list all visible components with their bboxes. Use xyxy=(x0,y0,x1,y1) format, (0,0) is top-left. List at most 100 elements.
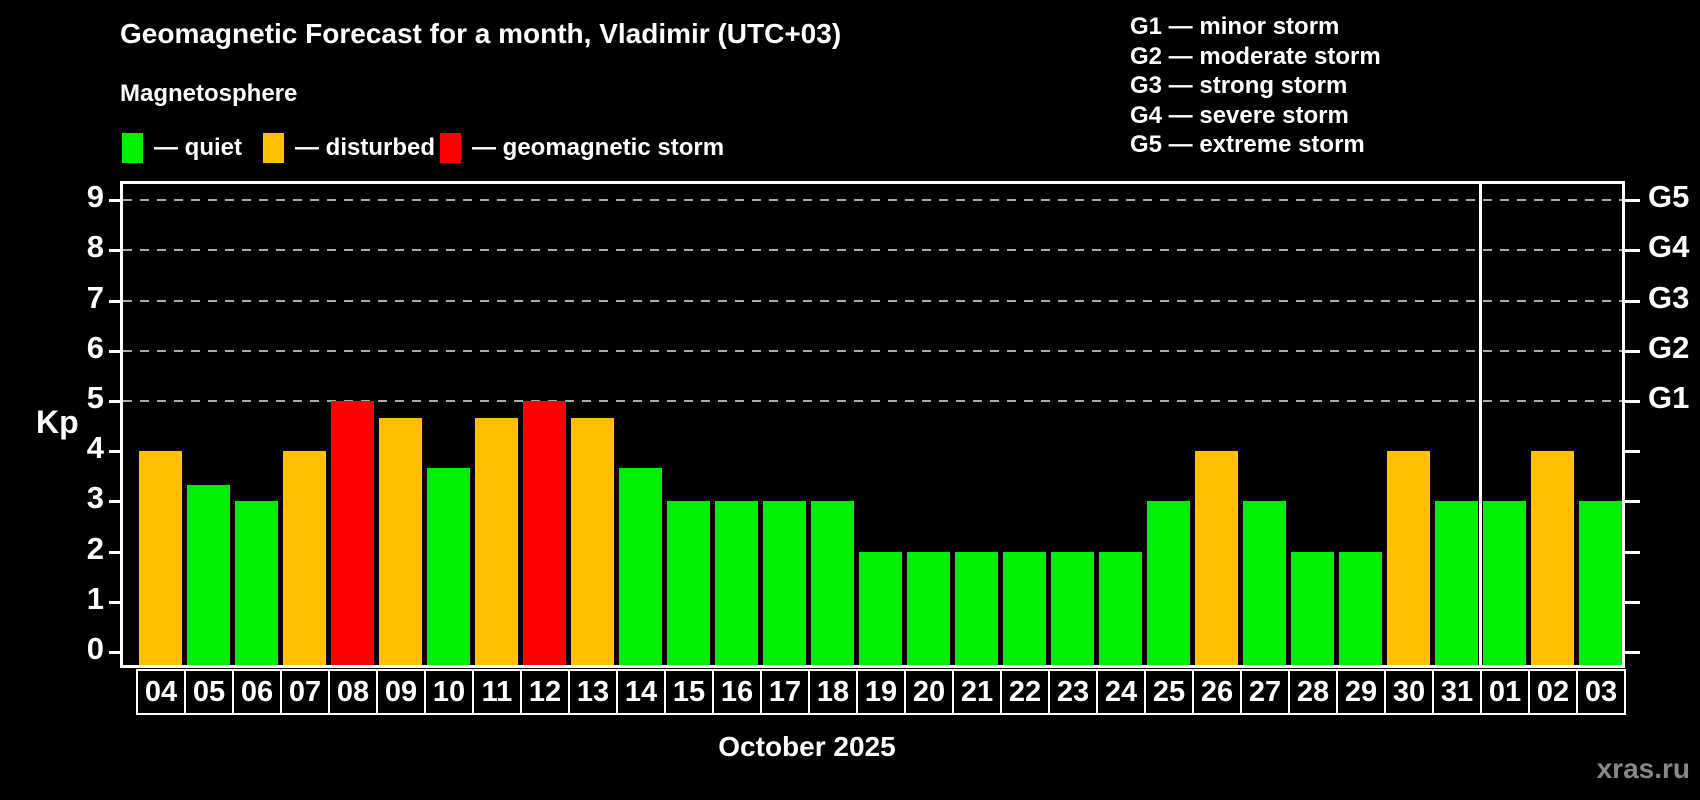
y-tick-label-2: 2 xyxy=(86,530,104,566)
left-tick-kp0 xyxy=(109,651,120,654)
watermark: xras.ru xyxy=(1596,753,1690,784)
day-label-22: 22 xyxy=(1000,669,1050,715)
y-tick-label-7: 7 xyxy=(86,279,104,315)
bar-day-21 xyxy=(954,551,998,665)
g-level-label-G3: G3 xyxy=(1648,279,1690,315)
bar-day-18 xyxy=(810,501,854,665)
month-divider-line xyxy=(1479,184,1482,665)
bar-day-30 xyxy=(1386,451,1430,665)
bar-day-01 xyxy=(1482,501,1526,665)
day-label-02: 02 xyxy=(1528,669,1578,715)
g-level-label-G4: G4 xyxy=(1648,229,1690,265)
y-tick-label-9: 9 xyxy=(86,179,104,215)
bar-day-17 xyxy=(762,501,806,665)
chart-subtitle: Magnetosphere xyxy=(120,80,298,107)
bar-day-03 xyxy=(1578,501,1622,665)
bar-day-20 xyxy=(906,551,950,665)
bar-day-02 xyxy=(1530,451,1574,665)
day-label-23: 23 xyxy=(1048,669,1098,715)
bar-day-05 xyxy=(186,484,230,665)
legend-label-storm: — geomagnetic storm xyxy=(472,134,725,161)
bar-day-23 xyxy=(1050,551,1094,665)
day-label-28: 28 xyxy=(1288,669,1338,715)
g-scale-legend-line: G2 — moderate storm xyxy=(1130,42,1381,70)
bar-day-13 xyxy=(570,417,614,665)
bar-day-26 xyxy=(1194,451,1238,665)
bar-day-31 xyxy=(1434,501,1478,665)
day-label-19: 19 xyxy=(856,669,906,715)
chart-title: Geomagnetic Forecast for a month, Vladim… xyxy=(120,18,842,49)
left-tick-kp2 xyxy=(109,550,120,554)
x-axis-label: October 2025 xyxy=(718,731,896,762)
left-tick-kp1 xyxy=(109,600,120,604)
left-tick-kp5 xyxy=(109,400,120,403)
day-label-25: 25 xyxy=(1144,669,1194,715)
day-label-09: 09 xyxy=(376,669,426,715)
y-tick-label-6: 6 xyxy=(86,329,104,365)
bar-day-06 xyxy=(234,501,278,665)
left-tick-kp6 xyxy=(109,349,120,353)
day-label-17: 17 xyxy=(760,669,810,715)
right-tick-kp7 xyxy=(1625,299,1640,303)
quiet-color-swatch xyxy=(122,133,143,163)
bar-day-27 xyxy=(1242,501,1286,665)
gridline-kp7 xyxy=(123,299,1622,302)
g-scale-legend-line: G4 — severe storm xyxy=(1130,101,1349,129)
y-tick-label-1: 1 xyxy=(86,580,104,616)
gridline-kp6 xyxy=(123,349,1622,352)
bar-day-25 xyxy=(1146,501,1190,665)
y-tick-label-0: 0 xyxy=(86,631,104,666)
bar-day-12 xyxy=(522,401,566,665)
gridline-kp9 xyxy=(123,199,1622,202)
plot-area xyxy=(120,181,1625,668)
bar-day-19 xyxy=(858,551,902,665)
g-scale-legend-line: G1 — minor storm xyxy=(1130,13,1340,40)
bar-day-16 xyxy=(714,501,758,665)
right-tick-kp3 xyxy=(1625,500,1640,504)
right-tick-kp1 xyxy=(1625,600,1640,604)
g-scale-legend-line: G3 — strong storm xyxy=(1130,72,1348,99)
day-label-20: 20 xyxy=(904,669,954,715)
left-tick-kp7 xyxy=(109,299,120,303)
legend-label-disturbed: — disturbed xyxy=(295,134,436,161)
disturbed-color-swatch xyxy=(263,133,284,163)
g-scale-legend: G1 — minor storm G2 — moderate storm G3 — … xyxy=(1130,12,1381,160)
bar-day-14 xyxy=(618,467,662,665)
day-label-26: 26 xyxy=(1192,669,1242,715)
g-scale-legend-line: G5 — extreme storm xyxy=(1130,131,1365,158)
right-tick-kp9 xyxy=(1625,199,1640,203)
y-axis-label: Kp xyxy=(36,404,79,440)
bar-day-28 xyxy=(1290,551,1334,665)
storm-color-swatch xyxy=(440,133,461,163)
left-tick-kp8 xyxy=(109,249,120,253)
right-tick-kp6 xyxy=(1625,349,1640,353)
bar-day-08 xyxy=(330,401,374,665)
bar-day-22 xyxy=(1002,551,1046,665)
day-label-08: 08 xyxy=(328,669,378,715)
bar-day-10 xyxy=(426,467,470,665)
day-label-04: 04 xyxy=(136,669,186,715)
bar-day-04 xyxy=(138,451,182,665)
day-label-03: 03 xyxy=(1576,669,1626,715)
day-label-07: 07 xyxy=(280,669,330,715)
day-label-16: 16 xyxy=(712,669,762,715)
bar-day-09 xyxy=(378,417,422,665)
left-tick-kp9 xyxy=(109,199,120,203)
day-label-27: 27 xyxy=(1240,669,1290,715)
left-tick-kp4 xyxy=(109,450,120,454)
day-label-10: 10 xyxy=(424,669,474,715)
day-label-06: 06 xyxy=(232,669,282,715)
y-tick-label-3: 3 xyxy=(86,480,104,516)
day-label-21: 21 xyxy=(952,669,1002,715)
day-label-24: 24 xyxy=(1096,669,1146,715)
gridline-kp8 xyxy=(123,249,1622,252)
g-level-label-G5: G5 xyxy=(1648,179,1690,215)
day-label-29: 29 xyxy=(1336,669,1386,715)
day-label-11: 11 xyxy=(472,669,522,715)
gridline-kp5 xyxy=(123,400,1622,402)
day-label-30: 30 xyxy=(1384,669,1434,715)
legend-label-quiet: — quiet xyxy=(154,134,242,161)
right-tick-kp0 xyxy=(1625,651,1640,654)
day-label-12: 12 xyxy=(520,669,570,715)
